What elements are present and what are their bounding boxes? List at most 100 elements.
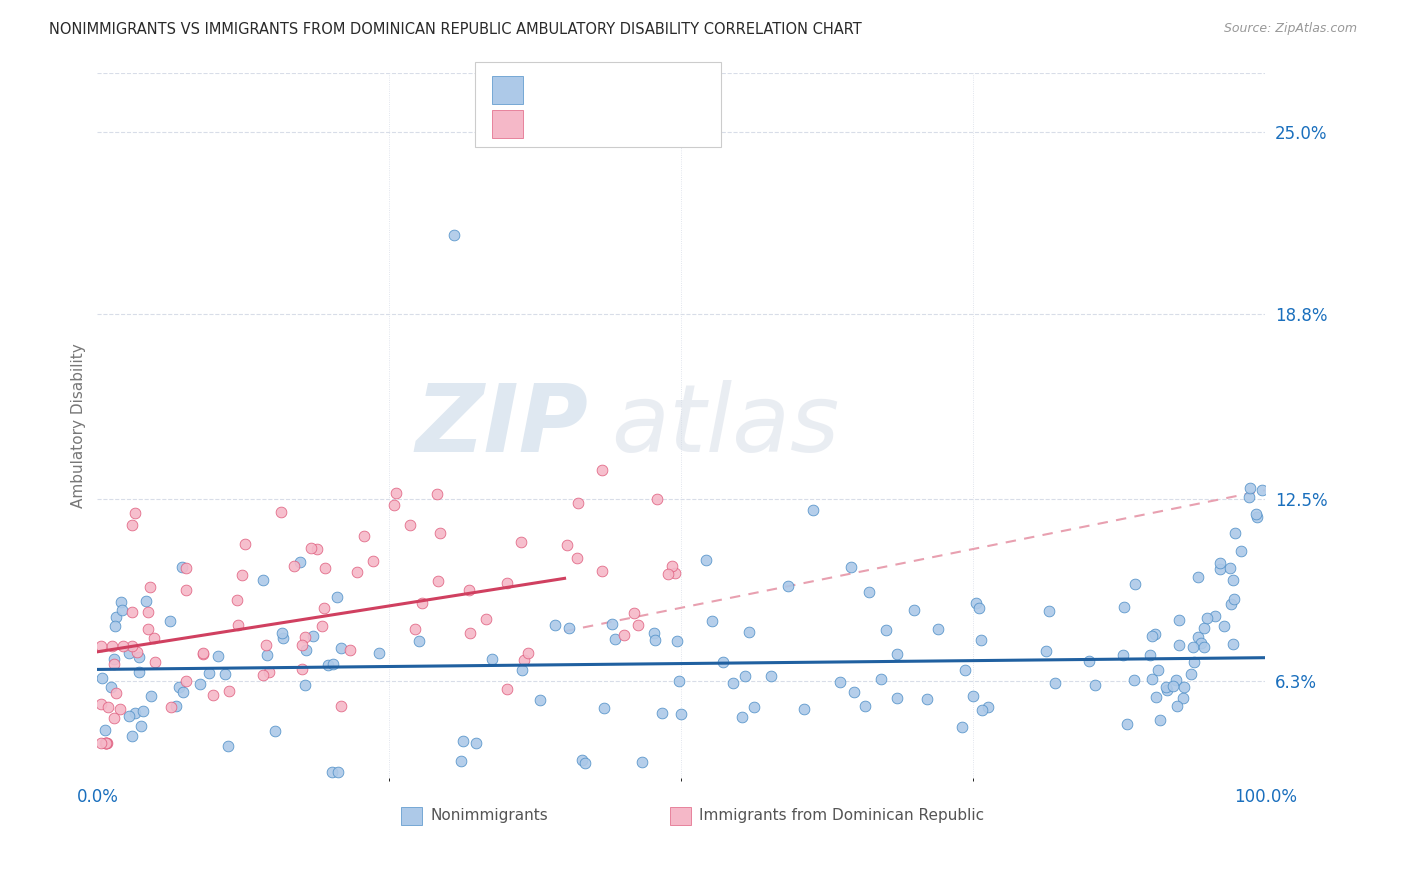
- Point: [233, 537, 256, 551]
- Point: [96, 736, 118, 750]
- Point: [311, 619, 333, 633]
- Point: [657, 567, 679, 582]
- Point: [450, 754, 472, 768]
- Point: [1140, 629, 1163, 643]
- Point: [299, 541, 322, 556]
- Point: [734, 669, 756, 683]
- Point: [451, 734, 474, 748]
- Point: [731, 710, 754, 724]
- Point: [1144, 627, 1167, 641]
- Point: [172, 685, 194, 699]
- Point: [382, 498, 405, 512]
- Point: [778, 579, 800, 593]
- Point: [1239, 491, 1261, 505]
- Point: [132, 704, 155, 718]
- Point: [927, 622, 949, 636]
- Point: [94, 736, 117, 750]
- Text: N = 149: N = 149: [621, 81, 690, 99]
- Text: Nonimmigrants: Nonimmigrants: [430, 808, 548, 823]
- Point: [1123, 673, 1146, 687]
- Point: [207, 649, 229, 664]
- Point: [160, 700, 183, 714]
- Point: [318, 658, 340, 673]
- Point: [1223, 591, 1246, 606]
- Point: [103, 657, 125, 671]
- Point: [1251, 483, 1274, 498]
- Point: [972, 703, 994, 717]
- Point: [886, 691, 908, 706]
- Point: [510, 664, 533, 678]
- Text: ZIP: ZIP: [415, 380, 588, 472]
- Point: [142, 631, 165, 645]
- Point: [591, 564, 613, 578]
- Point: [339, 643, 361, 657]
- Point: [1204, 609, 1226, 624]
- Point: [886, 648, 908, 662]
- Point: [669, 706, 692, 721]
- Point: [90, 736, 112, 750]
- Point: [94, 736, 117, 750]
- Point: [1192, 640, 1215, 655]
- Point: [174, 583, 197, 598]
- Point: [188, 677, 211, 691]
- Text: NONIMMIGRANTS VS IMMIGRANTS FROM DOMINICAN REPUBLIC AMBULATORY DISABILITY CORREL: NONIMMIGRANTS VS IMMIGRANTS FROM DOMINIC…: [49, 22, 862, 37]
- Point: [1223, 525, 1246, 540]
- Point: [1182, 655, 1205, 669]
- Point: [110, 595, 132, 609]
- Point: [953, 663, 976, 677]
- Point: [191, 646, 214, 660]
- Point: [458, 583, 481, 598]
- Point: [100, 680, 122, 694]
- Point: [121, 729, 143, 743]
- Point: [256, 648, 278, 662]
- Point: [544, 617, 567, 632]
- Point: [661, 559, 683, 574]
- Point: [353, 529, 375, 543]
- Point: [399, 518, 422, 533]
- Point: [226, 618, 249, 632]
- Point: [1168, 638, 1191, 652]
- Point: [1123, 577, 1146, 591]
- Point: [668, 674, 690, 689]
- Point: [1219, 597, 1241, 611]
- Y-axis label: Ambulatory Disability: Ambulatory Disability: [72, 343, 86, 508]
- Point: [645, 492, 668, 507]
- Point: [112, 639, 135, 653]
- Point: [830, 674, 852, 689]
- Point: [839, 560, 862, 574]
- Point: [475, 612, 498, 626]
- Point: [443, 227, 465, 242]
- Point: [139, 580, 162, 594]
- Point: [127, 645, 149, 659]
- Point: [326, 765, 349, 780]
- Point: [1230, 543, 1253, 558]
- Point: [124, 706, 146, 720]
- Point: [509, 534, 531, 549]
- Point: [118, 709, 141, 723]
- Point: [136, 605, 159, 619]
- Point: [558, 621, 581, 635]
- Point: [965, 596, 987, 610]
- Point: [174, 561, 197, 575]
- Point: [495, 576, 517, 591]
- Point: [1239, 481, 1261, 495]
- Point: [97, 699, 120, 714]
- Point: [294, 642, 316, 657]
- Point: [429, 526, 451, 541]
- Point: [842, 684, 865, 698]
- Point: [870, 672, 893, 686]
- Point: [665, 634, 688, 648]
- Point: [1038, 604, 1060, 618]
- Point: [567, 496, 589, 510]
- Point: [1166, 698, 1188, 713]
- Point: [104, 619, 127, 633]
- Point: [1191, 636, 1213, 650]
- Point: [118, 646, 141, 660]
- Point: [103, 652, 125, 666]
- Point: [1045, 676, 1067, 690]
- Point: [1140, 672, 1163, 686]
- Point: [159, 614, 181, 628]
- Point: [513, 652, 536, 666]
- Point: [291, 638, 314, 652]
- Point: [105, 609, 128, 624]
